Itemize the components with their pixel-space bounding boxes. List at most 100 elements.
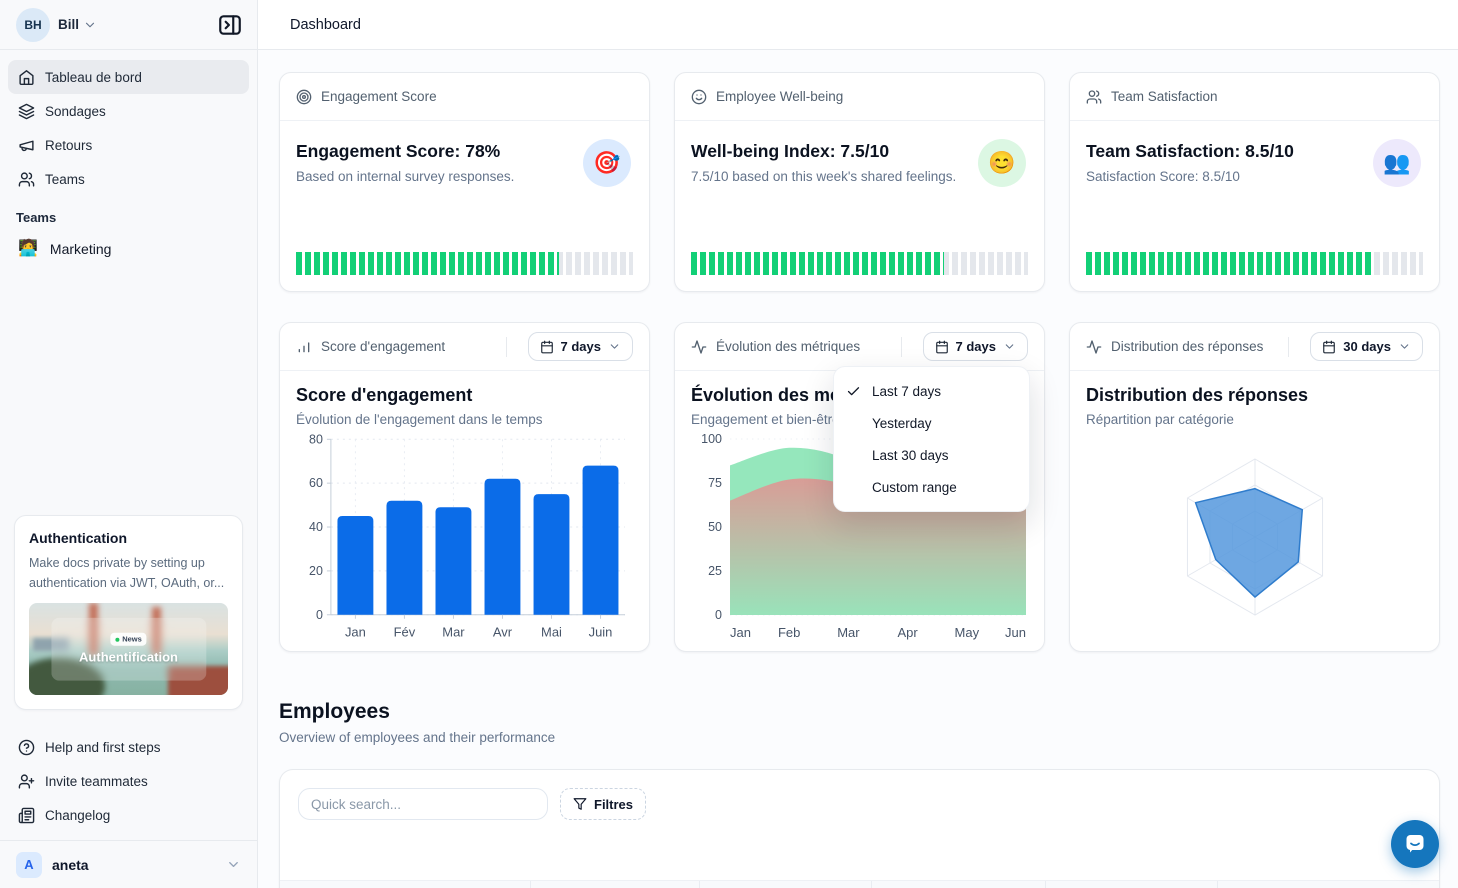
- stat-subtitle: Satisfaction Score: 8.5/10: [1086, 169, 1240, 184]
- users-icon: [18, 171, 35, 188]
- sidebar-item-teams[interactable]: Teams: [8, 162, 249, 196]
- svg-text:0: 0: [316, 608, 323, 622]
- menu-item-last-7-days[interactable]: Last 7 days: [834, 375, 1029, 407]
- menu-item-custom-range[interactable]: Custom range: [872, 479, 957, 495]
- column-header-participation[interactable]: Participation: [871, 881, 1045, 888]
- progress-bar: [691, 252, 1028, 275]
- svg-text:60: 60: [309, 476, 323, 490]
- news-badge: News: [110, 632, 147, 646]
- promo-overlay-card: News Authentification: [50, 617, 207, 681]
- changelog-icon: [18, 807, 35, 824]
- engagement-chart-card: Score d'engagement 7 days Score d'engage…: [279, 322, 650, 652]
- users-icon: [1086, 89, 1102, 105]
- promo-image[interactable]: News Authentification: [29, 603, 228, 695]
- workspace-name[interactable]: Bill: [58, 17, 80, 32]
- date-range-button[interactable]: 7 days: [922, 332, 1028, 361]
- menu-item-yesterday[interactable]: Yesterday: [872, 415, 932, 431]
- employees-table-card: Filtres User Team Position: [279, 769, 1440, 888]
- sidebar-item-label: Changelog: [45, 807, 111, 823]
- layers-icon: [18, 103, 35, 120]
- svg-text:May: May: [954, 625, 979, 640]
- account-switcher[interactable]: A aneta: [0, 840, 257, 888]
- chevron-down-icon[interactable]: [83, 18, 97, 32]
- calendar-icon: [1322, 340, 1336, 354]
- sidebar-item-label: Tableau de bord: [45, 69, 142, 85]
- target-emoji: 🎯: [583, 139, 631, 187]
- card-header-label: Employee Well-being: [716, 89, 844, 104]
- sidebar-footer-nav: Help and first steps Invite teammates Ch…: [0, 724, 257, 840]
- smile-emoji: 😊: [978, 139, 1026, 187]
- promo-caption: Authentification: [79, 649, 178, 665]
- sidebar: BH Bill Tableau de bord Sondages Retours…: [0, 0, 258, 888]
- svg-text:80: 80: [309, 432, 323, 446]
- svg-text:Mar: Mar: [442, 625, 465, 640]
- svg-text:20: 20: [309, 564, 323, 578]
- promo-description: Make docs private by setting up authenti…: [29, 556, 225, 590]
- sidebar-item-sondages[interactable]: Sondages: [8, 94, 249, 128]
- chat-launcher-button[interactable]: [1391, 820, 1439, 868]
- svg-text:25: 25: [708, 564, 722, 578]
- workspace-row: BH Bill: [0, 0, 257, 50]
- workspace-avatar[interactable]: BH: [16, 7, 50, 42]
- account-avatar: A: [16, 851, 42, 878]
- sidebar-item-retours[interactable]: Retours: [8, 128, 249, 162]
- column-header-team[interactable]: Team: [530, 881, 699, 888]
- card-header-label: Engagement Score: [321, 89, 437, 104]
- bar-chart: 0 20 40 60 80 Jan Fév Mar Avr Mai Juin: [296, 432, 633, 641]
- bar-chart-icon: [296, 339, 312, 355]
- svg-text:Mar: Mar: [837, 625, 860, 640]
- card-header-label: Team Satisfaction: [1111, 89, 1218, 104]
- calendar-icon: [540, 340, 554, 354]
- topbar: Dashboard: [258, 0, 1458, 50]
- check-icon: [846, 384, 861, 399]
- engagement-score-card: Engagement Score Engagement Score: 78% B…: [279, 72, 650, 292]
- funnel-icon: [573, 797, 587, 811]
- card-header-label: Évolution des métriques: [716, 339, 861, 354]
- svg-text:Jan: Jan: [730, 625, 751, 640]
- svg-text:Jan: Jan: [345, 625, 366, 640]
- menu-item-last-30-days[interactable]: Last 30 days: [872, 447, 949, 463]
- help-icon: [18, 739, 35, 756]
- stat-title: Well-being Index: 7.5/10: [691, 141, 890, 161]
- search-input[interactable]: [298, 788, 548, 820]
- date-range-button[interactable]: 30 days: [1310, 332, 1423, 361]
- smile-icon: [691, 89, 707, 105]
- chevron-down-icon: [1003, 340, 1016, 353]
- activity-icon: [1086, 339, 1102, 355]
- chart-title: Score d'engagement: [296, 385, 473, 405]
- column-header-performance[interactable]: Performance: [1045, 881, 1217, 888]
- chart-title: Distribution des réponses: [1086, 385, 1309, 405]
- sidebar-item-label: Teams: [45, 171, 85, 187]
- team-satisfaction-card: Team Satisfaction Team Satisfaction: 8.5…: [1069, 72, 1440, 292]
- column-header-tasks[interactable]: Tasks: [1217, 881, 1439, 888]
- metrics-evolution-card: Évolution des métriques 7 days Évolution…: [674, 322, 1045, 652]
- user-plus-icon: [18, 773, 35, 790]
- marketing-emoji: 🧑‍💻: [18, 240, 38, 257]
- response-distribution-card: Distribution des réponses 30 days Distri…: [1069, 322, 1440, 652]
- svg-text:Jun: Jun: [1005, 625, 1026, 640]
- account-name: aneta: [52, 856, 89, 873]
- date-range-menu: Last 7 days Yesterday Last 30 days Custo…: [833, 366, 1030, 512]
- chat-bubble-icon: [1403, 832, 1427, 856]
- stat-cards-row: Engagement Score Engagement Score: 78% B…: [279, 72, 1440, 292]
- authentication-promo-card[interactable]: Authentication Make docs private by sett…: [14, 515, 243, 710]
- column-header-position[interactable]: Position: [699, 881, 871, 888]
- sidebar-item-help[interactable]: Help and first steps: [8, 730, 249, 764]
- card-header-label: Distribution des réponses: [1111, 339, 1264, 354]
- date-range-button[interactable]: 7 days: [527, 332, 633, 361]
- svg-text:100: 100: [701, 432, 722, 446]
- sidebar-item-invite-teammates[interactable]: Invite teammates: [8, 764, 249, 798]
- employees-title: Employees: [279, 700, 390, 723]
- sidebar-collapse-button[interactable]: [217, 12, 243, 38]
- column-header-user[interactable]: User: [280, 881, 530, 888]
- sidebar-item-marketing[interactable]: 🧑‍💻 Marketing: [0, 231, 257, 267]
- card-header-label: Score d'engagement: [321, 339, 446, 354]
- calendar-icon: [935, 340, 949, 354]
- chart-subtitle: Engagement et bien-être: [691, 412, 840, 427]
- svg-text:75: 75: [708, 476, 722, 490]
- sidebar-item-changelog[interactable]: Changelog: [8, 798, 249, 832]
- filters-button[interactable]: Filtres: [560, 788, 647, 820]
- sidebar-item-tableau-de-bord[interactable]: Tableau de bord: [8, 60, 249, 94]
- employees-subtitle: Overview of employees and their performa…: [279, 730, 556, 745]
